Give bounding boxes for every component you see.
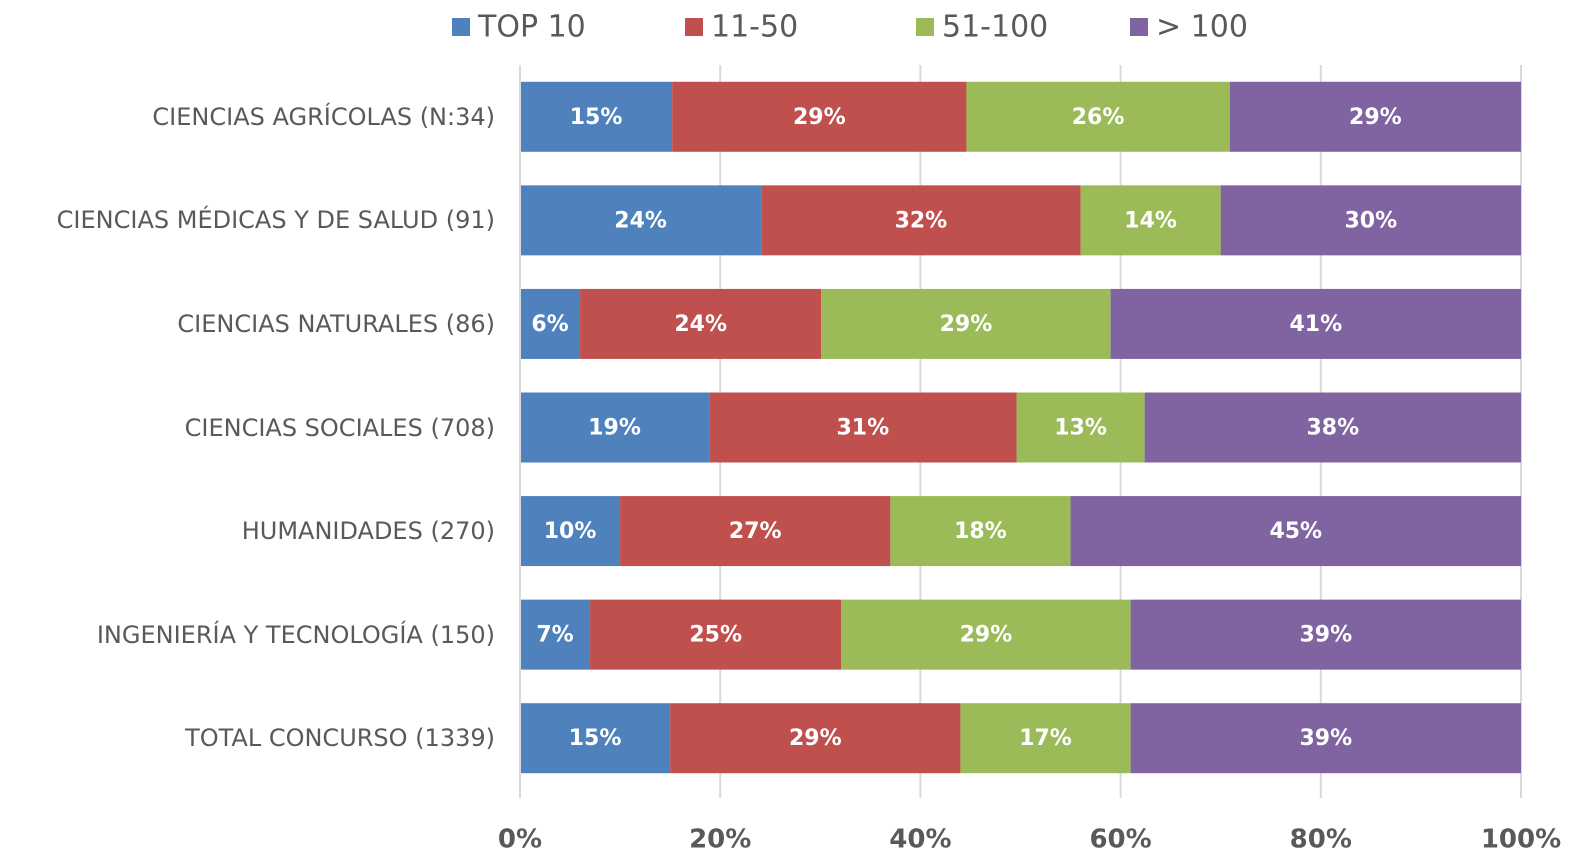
data-label: 29%: [789, 726, 842, 751]
bar-segment: [520, 81, 673, 152]
legend-label: 51-100: [942, 10, 1048, 45]
bar-segment: [670, 703, 961, 774]
data-label: 39%: [1299, 726, 1352, 751]
bar-segment: [1229, 81, 1521, 152]
data-label: 39%: [1299, 623, 1352, 648]
bar-segment: [1016, 392, 1145, 463]
x-tick-label: 60%: [1089, 825, 1151, 855]
y-tick-label: CIENCIAS SOCIALES (708): [184, 413, 495, 442]
data-label: 45%: [1269, 519, 1322, 544]
y-tick-label: INGENIERÍA Y TECNOLOGÍA (150): [96, 620, 495, 649]
bar-segment: [520, 392, 710, 463]
x-tick-label: 0%: [498, 825, 542, 855]
data-label: 10%: [544, 519, 597, 544]
y-tick-label-box: CIENCIAS SOCIALES (708): [5, 388, 495, 468]
data-label: 27%: [729, 519, 782, 544]
bar-segment: [520, 496, 621, 567]
bar-segment: [821, 288, 1111, 359]
bar-segment: [1110, 288, 1521, 359]
data-label: 26%: [1072, 105, 1125, 130]
bar-segment: [890, 496, 1071, 567]
bar-segment: [520, 703, 671, 774]
bar-segment: [1144, 392, 1521, 463]
legend-swatch: [916, 18, 934, 36]
y-tick-label-box: CIENCIAS AGRÍCOLAS (N:34): [5, 77, 495, 157]
y-tick-label: TOTAL CONCURSO (1339): [185, 724, 495, 753]
data-label: 15%: [570, 105, 623, 130]
y-tick-label-box: CIENCIAS MÉDICAS Y DE SALUD (91): [5, 180, 495, 260]
bar-segment: [960, 703, 1131, 774]
bar-segment: [1070, 496, 1521, 567]
data-label: 17%: [1019, 726, 1072, 751]
y-tick-label-box: HUMANIDADES (270): [5, 491, 495, 571]
data-label: 18%: [954, 519, 1007, 544]
x-tick-label: 40%: [889, 825, 951, 855]
bar-segment: [966, 81, 1230, 152]
y-tick-label-box: CIENCIAS NATURALES (86): [5, 284, 495, 364]
data-label: 14%: [1124, 208, 1177, 233]
y-tick-label: CIENCIAS AGRÍCOLAS (N:34): [152, 102, 495, 131]
bar-segment: [709, 392, 1017, 463]
data-label: 25%: [689, 623, 742, 648]
bar-segment: [590, 599, 842, 670]
data-label: 24%: [674, 312, 727, 337]
data-label: 29%: [1349, 105, 1402, 130]
legend-swatch: [1130, 18, 1148, 36]
data-label: 13%: [1054, 416, 1107, 441]
data-label: 41%: [1289, 312, 1342, 337]
bar-segment: [672, 81, 967, 152]
y-tick-label-box: TOTAL CONCURSO (1339): [5, 698, 495, 778]
legend-swatch: [685, 18, 703, 36]
x-tick-label: 100%: [1481, 825, 1561, 855]
data-label: 6%: [531, 312, 568, 337]
legend-label: > 100: [1156, 10, 1248, 45]
bar-segment: [761, 185, 1081, 256]
data-label: 7%: [536, 623, 573, 648]
y-tick-label: CIENCIAS MÉDICAS Y DE SALUD (91): [56, 206, 495, 235]
x-tick-label: 80%: [1290, 825, 1352, 855]
bar-segment: [1130, 599, 1521, 670]
x-tick-label: 20%: [689, 825, 751, 855]
bar-segment: [520, 599, 591, 670]
data-label: 15%: [569, 726, 622, 751]
y-tick-label: CIENCIAS NATURALES (86): [177, 309, 495, 338]
bar-segment: [1080, 185, 1221, 256]
y-tick-label: HUMANIDADES (270): [241, 517, 495, 546]
data-label: 38%: [1306, 416, 1359, 441]
legend-swatch: [452, 18, 470, 36]
data-label: 30%: [1345, 208, 1398, 233]
bar-segment: [1220, 185, 1521, 256]
bar-segment: [841, 599, 1131, 670]
data-label: 31%: [837, 416, 890, 441]
y-tick-label-box: INGENIERÍA Y TECNOLOGÍA (150): [5, 595, 495, 675]
bar-segment: [520, 185, 762, 256]
data-label: 29%: [793, 105, 846, 130]
bar-segment: [620, 496, 891, 567]
data-label: 29%: [960, 623, 1013, 648]
bar-segment: [580, 288, 822, 359]
legend-label: 11-50: [711, 10, 798, 45]
data-label: 29%: [940, 312, 993, 337]
data-label: 19%: [588, 416, 641, 441]
bar-segment: [1130, 703, 1521, 774]
data-label: 24%: [614, 208, 667, 233]
data-label: 32%: [895, 208, 948, 233]
legend-label: TOP 10: [477, 10, 586, 45]
bar-segment: [520, 288, 581, 359]
